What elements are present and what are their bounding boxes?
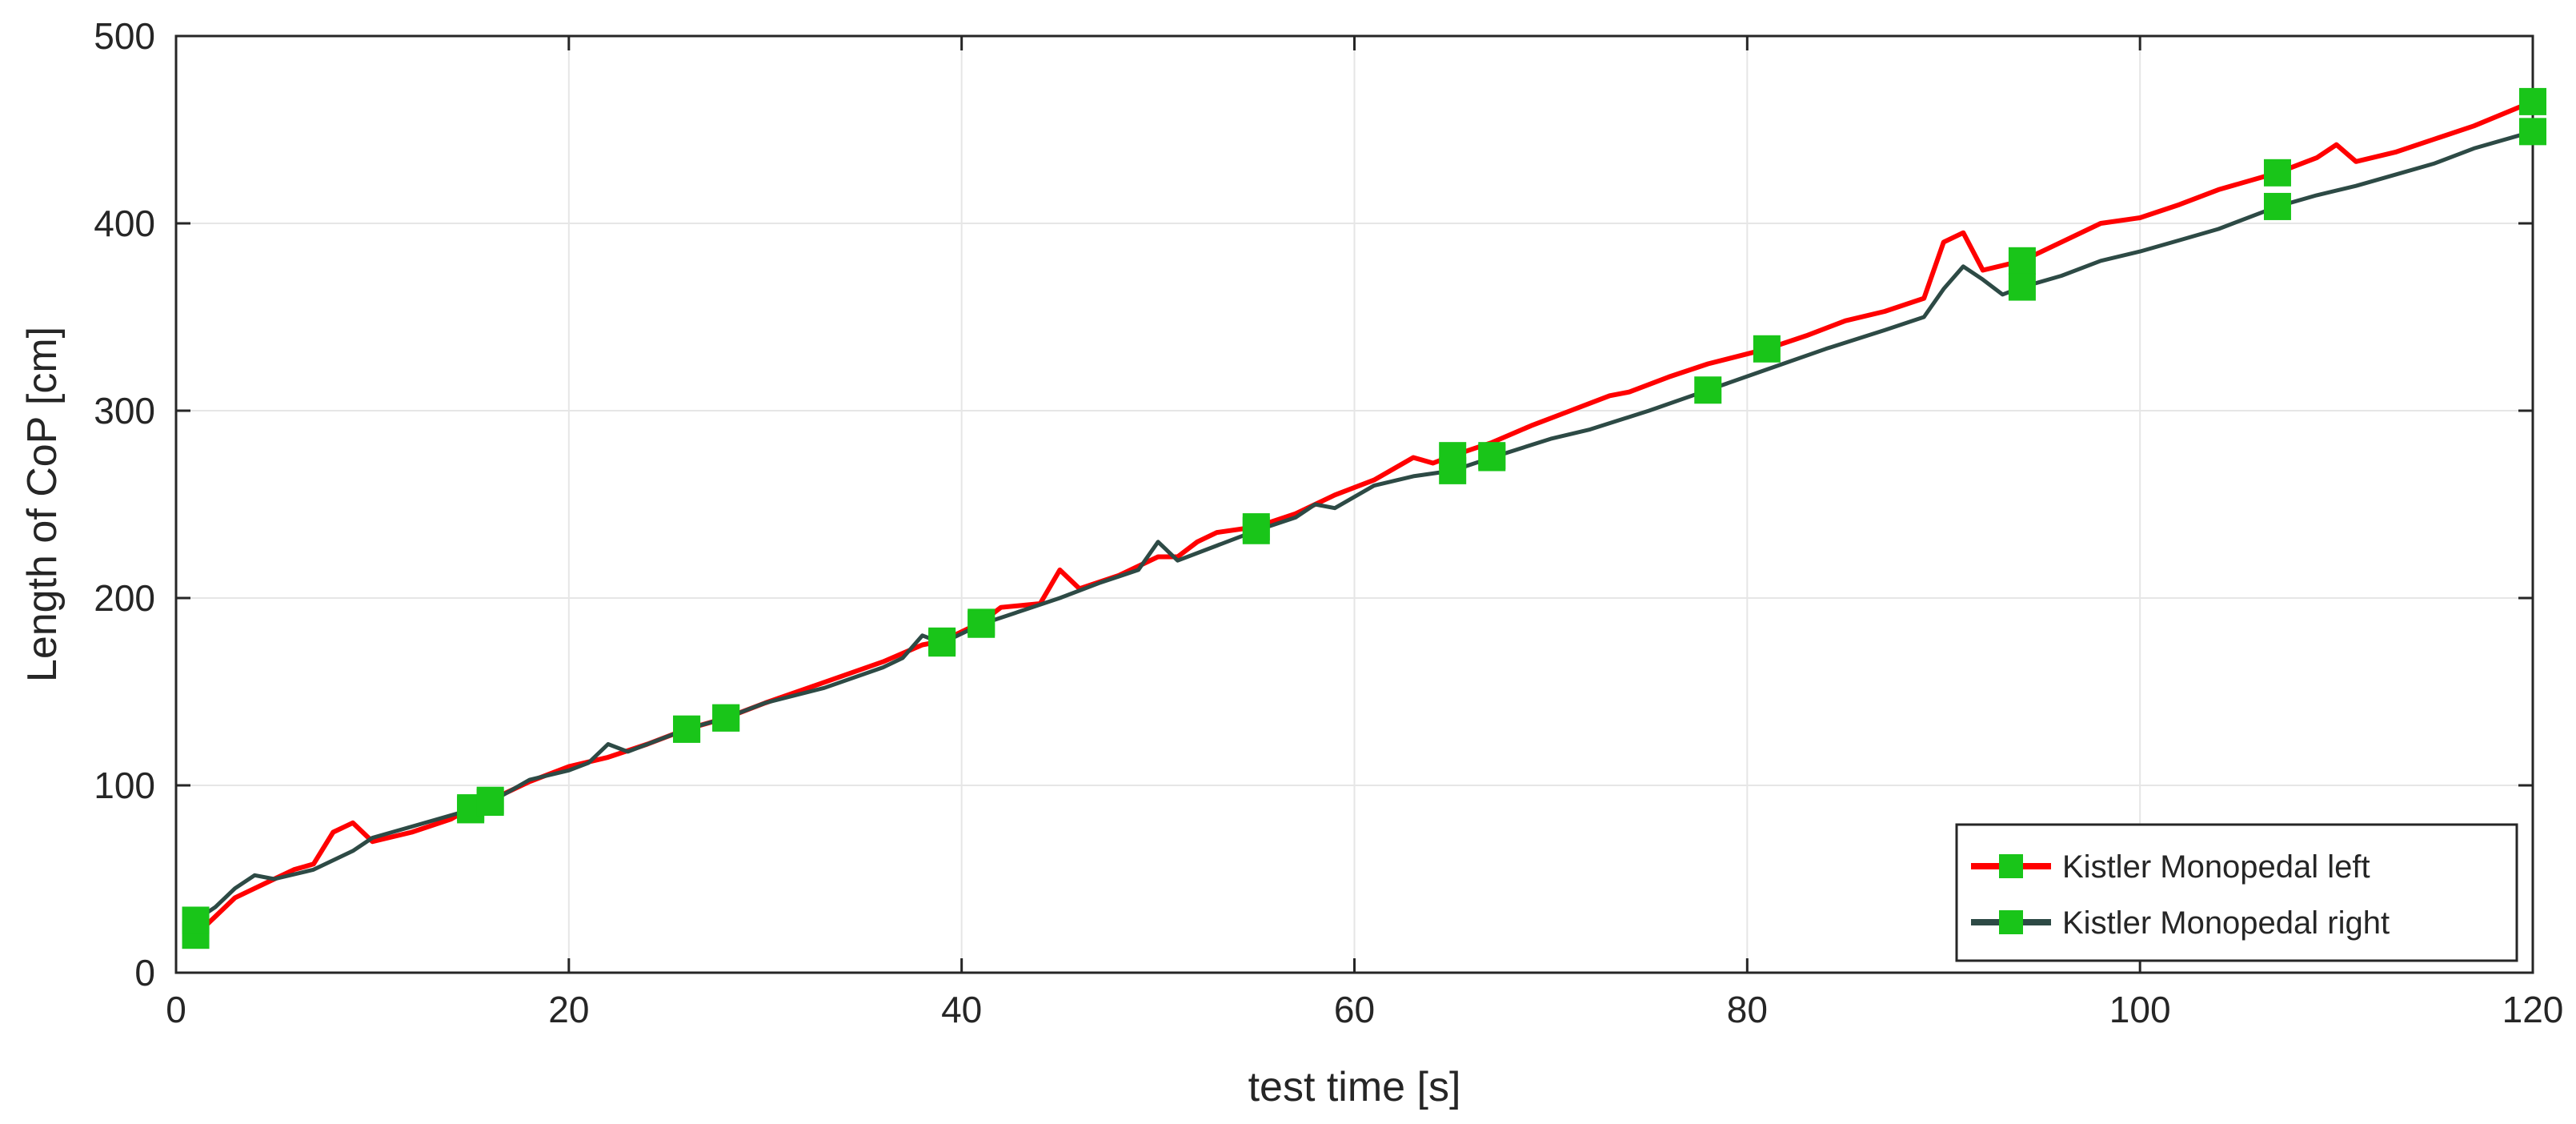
legend-marker-left	[1999, 854, 2023, 878]
data-marker-right	[2519, 118, 2546, 146]
x-tick-label: 120	[2502, 989, 2564, 1030]
legend-label-left: Kistler Monopedal left	[2062, 849, 2370, 885]
data-marker-right	[1694, 376, 1722, 404]
data-marker-right	[182, 906, 210, 934]
data-marker-right	[968, 610, 996, 638]
x-axis-label: test time [s]	[1248, 1064, 1461, 1110]
legend-label-right: Kistler Monopedal right	[2062, 905, 2390, 941]
legend-marker-right	[1999, 910, 2023, 934]
data-marker-left	[2263, 159, 2291, 187]
data-marker-right	[673, 715, 701, 743]
data-marker-left	[2519, 87, 2546, 115]
x-tick-label: 60	[1334, 989, 1375, 1030]
y-tick-label: 200	[94, 577, 155, 619]
data-marker-right	[1242, 516, 1270, 544]
x-tick-label: 100	[2109, 989, 2171, 1030]
data-marker-left	[2008, 247, 2036, 275]
axis-ticks: 0 20 40 60 80 100 120 0 100 200 300 400 500	[94, 15, 2563, 1030]
data-marker-right	[476, 789, 504, 817]
data-marker-right	[712, 704, 740, 732]
x-tick-label: 0	[166, 989, 186, 1030]
data-marker-right	[2263, 192, 2291, 220]
y-tick-label: 300	[94, 390, 155, 432]
y-tick-label: 500	[94, 15, 155, 57]
data-marker-left	[1753, 335, 1781, 363]
data-marker-right	[1439, 456, 1467, 484]
data-marker-right	[2008, 273, 2036, 301]
x-tick-label: 40	[941, 989, 982, 1030]
data-marker-right	[928, 629, 956, 657]
legend: Kistler Monopedal left Kistler Monopedal…	[1955, 823, 2518, 962]
x-tick-label: 20	[548, 989, 589, 1030]
y-tick-label: 100	[94, 765, 155, 806]
y-tick-label: 400	[94, 203, 155, 244]
data-marker-right	[1478, 444, 1506, 472]
y-tick-label: 0	[134, 952, 155, 994]
x-tick-label: 80	[1727, 989, 1768, 1030]
legend-box	[1955, 823, 2518, 962]
y-axis-label: Length of CoP [cm]	[19, 327, 66, 682]
series-layer	[182, 87, 2546, 949]
